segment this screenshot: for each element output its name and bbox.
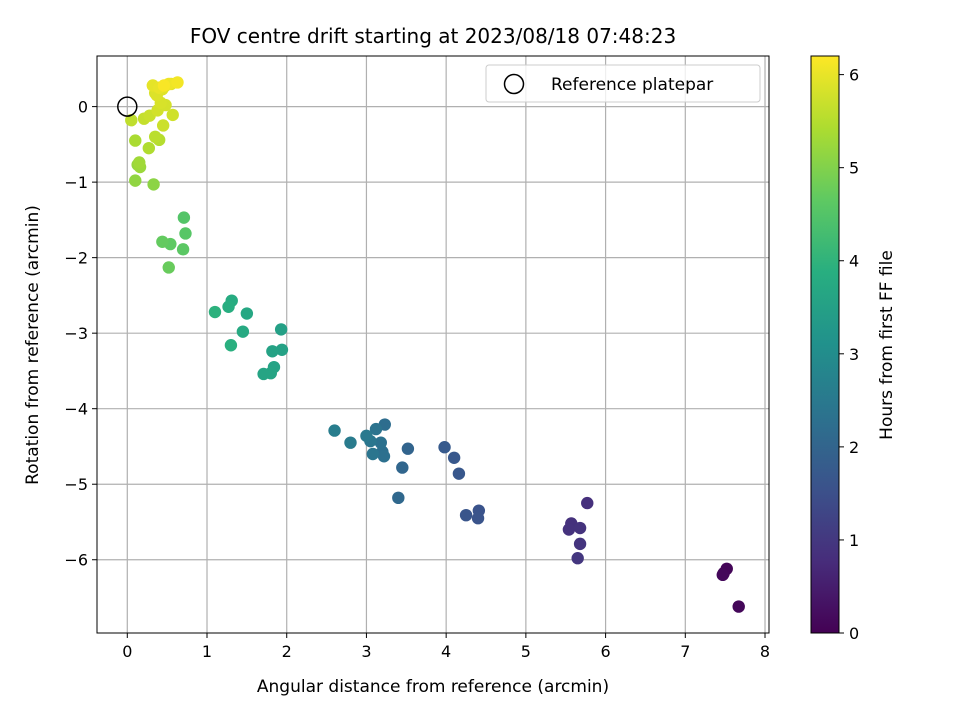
legend-label: Reference platepar <box>551 75 713 95</box>
reference-platepar-marker <box>117 96 138 117</box>
data-point <box>374 436 387 449</box>
x-tick-label: 1 <box>202 642 212 661</box>
x-tick-label: 4 <box>441 642 451 661</box>
data-point <box>562 523 576 536</box>
data-point <box>176 243 190 256</box>
data-point <box>401 442 415 455</box>
data-point <box>438 441 451 454</box>
data-point <box>171 76 184 89</box>
colorbar-tick-label: 5 <box>849 159 859 178</box>
colorbar-tick-label: 1 <box>849 531 859 550</box>
data-point <box>156 119 170 132</box>
data-point <box>157 79 171 92</box>
x-axis-ticks: 0 1 2 3 4 5 6 7 8 <box>122 633 770 661</box>
data-point <box>177 211 191 224</box>
x-tick-label: 5 <box>521 642 531 661</box>
colorbar-tick-label: 3 <box>849 345 859 364</box>
data-point <box>447 451 461 464</box>
grid-lines <box>97 56 769 633</box>
data-point <box>360 429 373 443</box>
data-point <box>459 508 473 522</box>
colorbar-gradient <box>810 55 840 634</box>
data-point <box>208 305 222 319</box>
legend: Reference platepar <box>485 64 761 103</box>
data-point <box>573 537 587 551</box>
data-point <box>147 178 160 191</box>
data-point <box>179 227 192 240</box>
x-tick-label: 8 <box>760 642 770 661</box>
data-points <box>125 76 745 613</box>
data-point <box>142 141 156 155</box>
y-tick-label: −1 <box>64 173 88 192</box>
data-point <box>732 600 745 613</box>
colorbar-tick-label: 4 <box>849 252 859 271</box>
colorbar-tick-label: 0 <box>849 624 859 643</box>
colorbar-label: Hours from first FF file <box>877 250 897 440</box>
data-point <box>571 552 584 565</box>
reference-marker-layer <box>117 96 138 117</box>
legend-reference-marker <box>503 73 525 95</box>
y-axis-ticks: 0 −1 −2 −3 −4 −5 −6 <box>64 98 97 570</box>
data-point <box>344 436 357 449</box>
data-point <box>162 261 175 274</box>
y-tick-label: −3 <box>64 324 88 343</box>
x-tick-label: 7 <box>680 642 690 661</box>
data-point <box>471 512 485 525</box>
data-point <box>392 491 405 505</box>
y-tick-label: −2 <box>64 249 88 268</box>
y-tick-label: 0 <box>78 98 88 117</box>
data-point <box>377 450 391 463</box>
x-tick-label: 3 <box>361 642 371 661</box>
data-point <box>275 343 289 356</box>
data-point <box>366 447 380 461</box>
data-point <box>266 345 279 358</box>
x-tick-label: 2 <box>282 642 292 661</box>
plot-frame <box>96 55 770 634</box>
chart-title: FOV centre drift starting at 2023/08/18 … <box>190 24 676 48</box>
colorbar-ticks: 0 1 2 3 4 5 6 <box>839 66 859 643</box>
data-point <box>129 134 142 147</box>
data-point <box>257 367 270 381</box>
data-point <box>166 108 179 122</box>
data-point <box>452 467 466 480</box>
data-point <box>240 307 254 320</box>
data-point <box>274 323 288 336</box>
legend-box <box>485 64 761 103</box>
data-point <box>148 130 162 144</box>
data-point <box>133 156 146 169</box>
x-axis-label: Angular distance from reference (arcmin) <box>257 677 609 697</box>
y-tick-label: −6 <box>64 551 88 570</box>
data-point <box>396 461 409 474</box>
x-tick-label: 6 <box>600 642 610 661</box>
data-point <box>369 422 383 436</box>
data-point <box>581 496 594 510</box>
data-point <box>222 300 235 313</box>
data-point <box>224 339 238 352</box>
data-point <box>716 568 729 582</box>
data-point <box>129 174 142 187</box>
colorbar: 0 1 2 3 4 5 6 Hours from first FF file <box>810 55 897 643</box>
y-axis-label: Rotation from reference (arcmin) <box>23 205 43 485</box>
data-point <box>236 325 250 338</box>
y-tick-label: −5 <box>64 475 88 494</box>
colorbar-tick-label: 2 <box>849 438 859 457</box>
data-point <box>573 521 587 535</box>
data-point <box>125 113 138 127</box>
y-tick-label: −4 <box>64 400 88 419</box>
data-point <box>328 424 341 437</box>
colorbar-tick-label: 6 <box>849 66 859 85</box>
x-tick-label: 0 <box>122 642 132 661</box>
data-point <box>156 235 169 248</box>
